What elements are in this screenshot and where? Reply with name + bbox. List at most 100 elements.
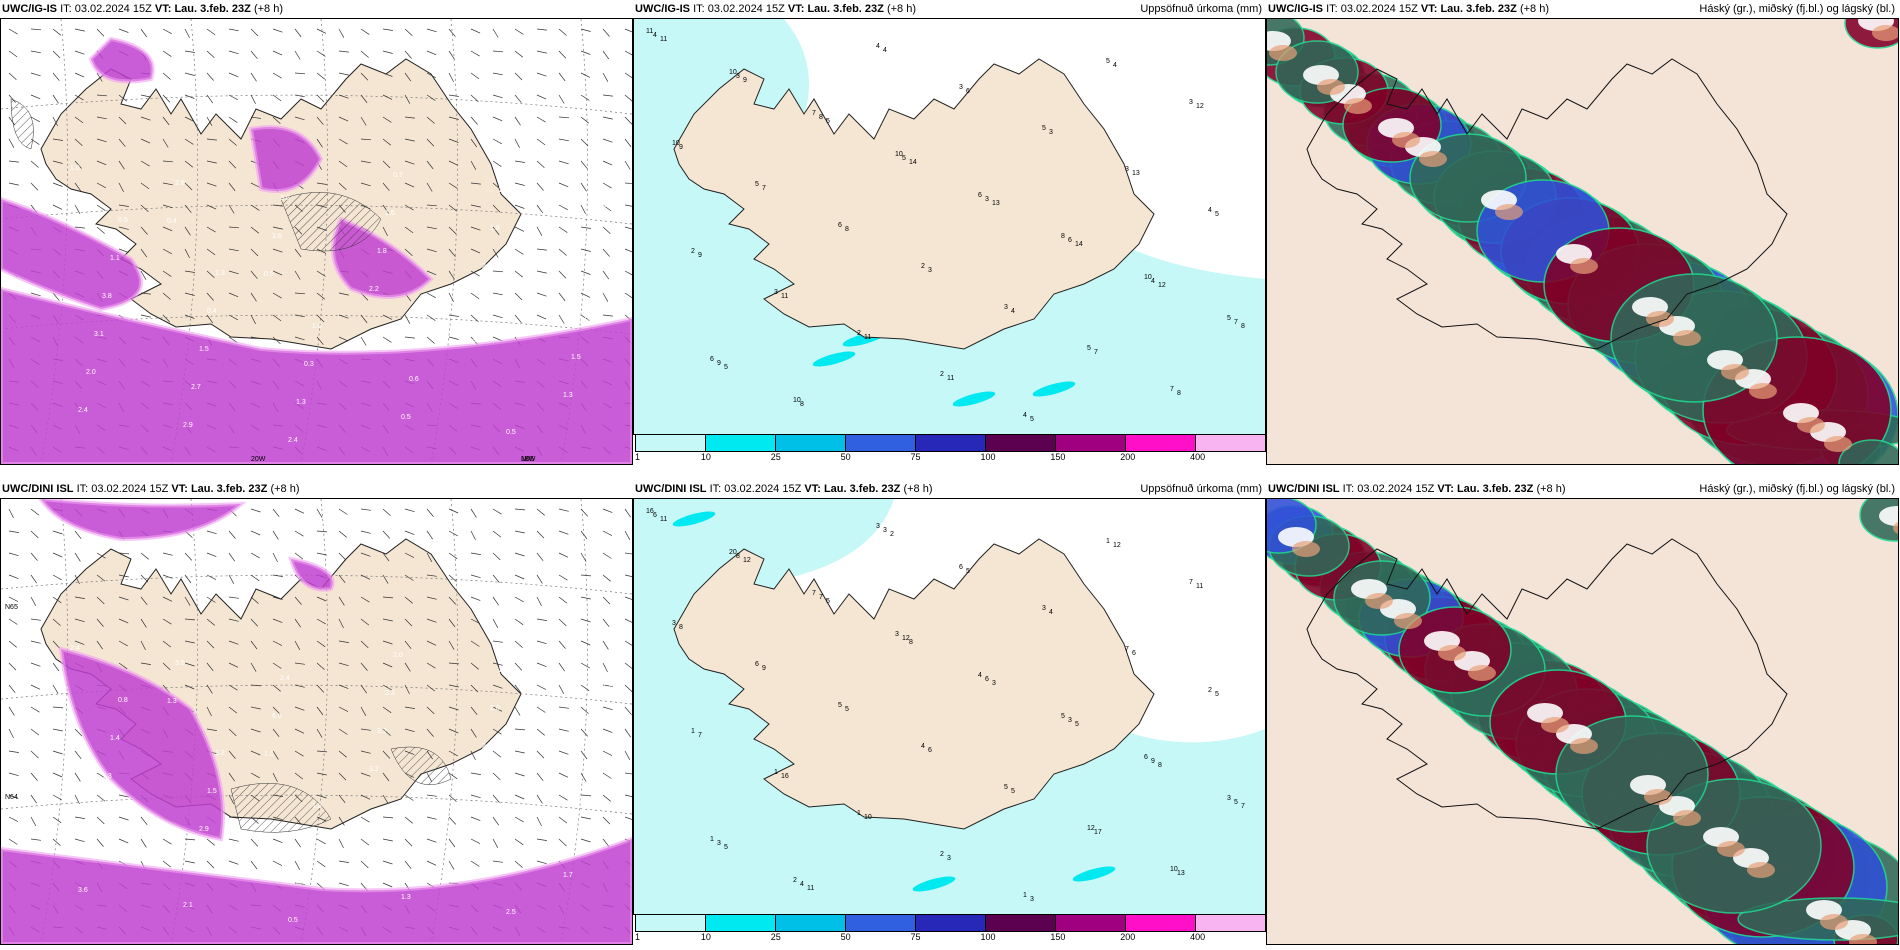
axis-label: N65 bbox=[521, 456, 534, 463]
map-cloud[interactable] bbox=[1266, 18, 1899, 465]
precip-value: 5 bbox=[1087, 345, 1091, 352]
panel-header: UWC/IG-IS IT: 03.02.2024 15Z VT: Lau. 3.… bbox=[1266, 0, 1899, 18]
axis-label: 18W bbox=[521, 456, 536, 463]
precip-value: 5 bbox=[1030, 416, 1034, 423]
precip-value: 4 bbox=[1151, 278, 1155, 285]
model-name: UWC/DINI ISL bbox=[635, 483, 707, 495]
precip-value: 3 bbox=[947, 855, 951, 862]
wind-label: 1.0 bbox=[264, 751, 274, 758]
vt-label: VT: bbox=[154, 3, 172, 15]
wind-label: 0.8 bbox=[118, 697, 128, 704]
precip-value: 7 bbox=[812, 110, 816, 117]
precip-value: 8 bbox=[909, 639, 913, 646]
precip-value: 8 bbox=[736, 553, 740, 560]
panel-header: UWC/IG-IS IT: 03.02.2024 15Z VT: Lau. 3.… bbox=[0, 0, 633, 18]
precip-value: 8 bbox=[819, 114, 823, 121]
vt-label: VT: bbox=[1420, 3, 1438, 15]
wind-label: 1.3 bbox=[167, 698, 177, 705]
wind-label: 2.0 bbox=[490, 705, 500, 712]
wind-label: 0.5 bbox=[506, 429, 516, 436]
wind-label: 1.0 bbox=[70, 165, 80, 172]
precip-value: 9 bbox=[717, 360, 721, 367]
panel-igis-wind: UWC/IG-IS IT: 03.02.2024 15Z VT: Lau. 3.… bbox=[0, 0, 633, 465]
wind-label: 2.6 bbox=[296, 879, 306, 886]
wind-label: 6.0 bbox=[272, 713, 282, 720]
precip-value: 5 bbox=[1234, 799, 1238, 806]
precip-value: 8 bbox=[1061, 233, 1065, 240]
map-precip[interactable]: 11 10 7 10 6 8 10 5 6 10 4 3 5 3 4 2 3 2 2 4 5 3 10 5 6 2 3 5 7 4 3 8 5 3… bbox=[633, 18, 1266, 435]
wind-label: 2.2 bbox=[595, 240, 605, 247]
precip-value: 3 bbox=[1068, 717, 1072, 724]
vt-label: VT: bbox=[804, 483, 821, 495]
precip-value: 2 bbox=[940, 371, 944, 378]
precip-value: 5 bbox=[1106, 58, 1110, 65]
map-precip[interactable]: 16 20 7 3 4 5 6 3 1 2 3 6 3 7 2 1 1 1 2 1 1 7 3 6 5 4 5 12 10 6 8 7 12 6 3… bbox=[633, 498, 1266, 915]
it-label: IT: bbox=[1342, 483, 1355, 495]
wind-label: 1.3 bbox=[215, 270, 225, 277]
map-wind[interactable]: 0.4 0.5 1.3 1.0 0.6 0.5 0.3 1.1 0.4 0.3 0.5 1.2 2.2 3… bbox=[0, 18, 633, 465]
it-label: IT: bbox=[60, 3, 72, 15]
precip-value: 13 bbox=[992, 200, 1000, 207]
precip-value: 9 bbox=[743, 77, 747, 84]
panel-header: UWC/IG-IS IT: 03.02.2024 15Z VT: Lau. 3.… bbox=[633, 0, 1266, 18]
panel-header: UWC/DINI ISL IT: 03.02.2024 15Z VT: Lau.… bbox=[0, 480, 633, 498]
colorbar-tick: 50 bbox=[840, 452, 851, 462]
precip-value: 4 bbox=[1023, 412, 1027, 419]
precip-value: 4 bbox=[1049, 609, 1053, 616]
wind-label: 3.2 bbox=[377, 728, 387, 735]
precip-value: 3 bbox=[1125, 166, 1129, 173]
precip-value: 11 bbox=[1196, 583, 1203, 590]
precip-value: 8 bbox=[800, 401, 804, 408]
precip-value: 7 bbox=[1094, 349, 1098, 356]
wind-label: 3.0 bbox=[280, 195, 290, 202]
precip-value: 11 bbox=[807, 885, 814, 892]
valid-time: Lau. 3.feb. 23Z bbox=[1440, 3, 1517, 15]
precip-value: 3 bbox=[1227, 795, 1231, 802]
colorbar-tick: 400 bbox=[1190, 452, 1206, 462]
precip-value: 9 bbox=[698, 252, 702, 259]
colorbar-tick: 100 bbox=[980, 932, 996, 942]
precip-value: 2 bbox=[1208, 687, 1212, 694]
precip-value: 11 bbox=[781, 293, 788, 300]
axis-label: N64 bbox=[5, 794, 18, 801]
precip-value: 7 bbox=[1234, 319, 1238, 326]
wind-label: 1.7 bbox=[563, 872, 573, 879]
init-time: 03.02.2024 15Z bbox=[91, 483, 169, 495]
precip-value: 12 bbox=[1196, 103, 1204, 110]
precip-value: 1 bbox=[710, 836, 714, 843]
colorbar-segment bbox=[986, 915, 1056, 931]
wind-label: 1.3 bbox=[102, 773, 112, 780]
map-cloud[interactable] bbox=[1266, 498, 1899, 945]
colorbar-tick: 200 bbox=[1120, 452, 1136, 462]
wind-label: 2.4 bbox=[70, 645, 80, 652]
field-title: Uppsöfnuð úrkoma (mm) bbox=[1140, 3, 1262, 15]
precip-value: 12 bbox=[902, 635, 910, 642]
precip-value: 3 bbox=[1004, 304, 1008, 311]
precip-value: 3 bbox=[1030, 896, 1034, 903]
wind-label: 3.2 bbox=[369, 766, 379, 773]
map-wind[interactable]: 0.9 0.8 1.2 1.8 2.9 2.5 2.2 1.4 1.5 0.6 1.3 1.8 1.5 1… bbox=[0, 498, 633, 945]
axis-label: 20W bbox=[251, 456, 266, 463]
wind-label: 2.6 bbox=[482, 263, 492, 270]
precip-value: 4 bbox=[876, 43, 880, 50]
wind-label: 2.9 bbox=[183, 422, 193, 429]
precip-value: 2 bbox=[921, 263, 925, 270]
precip-value: 4 bbox=[883, 47, 887, 54]
precip-value: 1 bbox=[691, 728, 695, 735]
wind-label: 2.1 bbox=[183, 902, 193, 909]
precip-value: 3 bbox=[1049, 129, 1053, 136]
precip-value: 4 bbox=[978, 672, 982, 679]
precip-value: 9 bbox=[1151, 758, 1155, 765]
wind-label: 1.5 bbox=[595, 720, 605, 727]
precip-value: 6 bbox=[755, 661, 759, 668]
precip-colorbar bbox=[635, 914, 1266, 932]
wind-label: 1.3 bbox=[401, 894, 411, 901]
precip-value: 6 bbox=[966, 88, 970, 95]
model-name: UWC/IG-IS bbox=[635, 3, 690, 15]
colorbar-segment bbox=[846, 915, 916, 931]
wind-label: 1.1 bbox=[110, 255, 120, 262]
precip-value: 10 bbox=[864, 814, 872, 821]
precip-value: 6 bbox=[653, 512, 657, 519]
colorbar-segment bbox=[706, 915, 776, 931]
precip-value: 7 bbox=[762, 185, 766, 192]
